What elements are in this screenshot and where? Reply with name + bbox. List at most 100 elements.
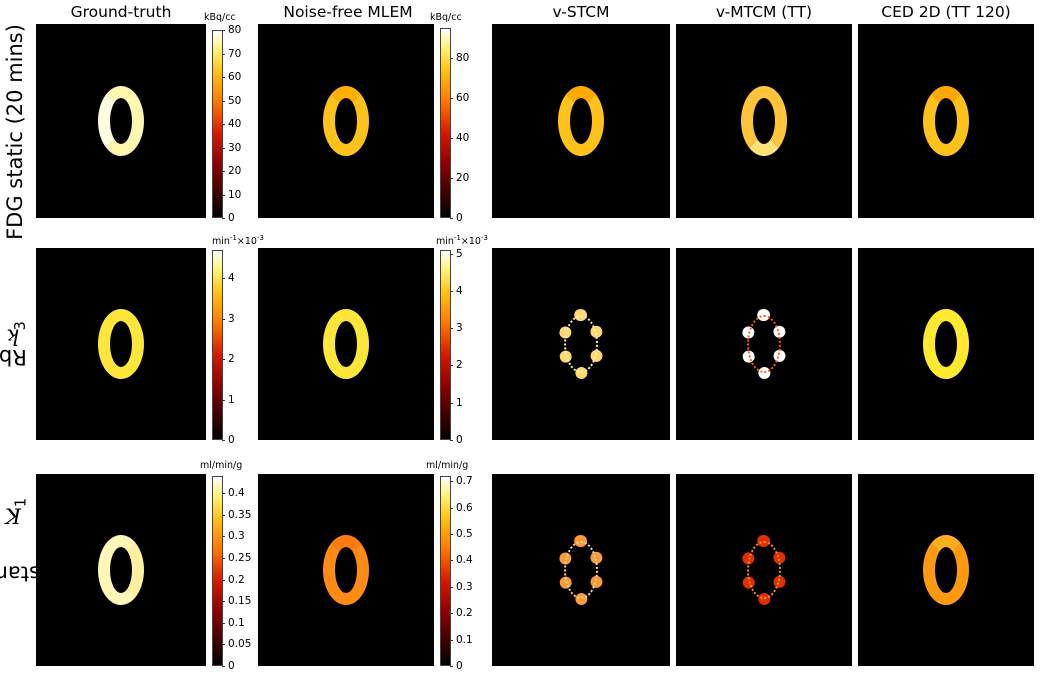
colorbar-tick-label: 20 (449, 172, 470, 184)
colorbar-tick-label: 60 (449, 92, 470, 104)
column-title-noise-free-mlem: Noise-free MLEM (283, 3, 413, 21)
myocardium-ring (558, 309, 604, 379)
myocardium-ring (741, 86, 787, 156)
image-rb-v-mtcm (676, 248, 852, 440)
image-sestamibi-v-stcm (492, 474, 670, 666)
image-rb-v-stcm (492, 248, 670, 440)
myocardium-ring (323, 535, 369, 605)
colorbar-tick-label: 10 (221, 188, 242, 201)
row-label-sestamibi-k1: sestamibi K1 (0, 450, 64, 672)
column-title-v-stcm: v-STCM (552, 3, 610, 21)
column-title-ground-truth: Ground-truth (70, 3, 172, 21)
colorbar-tick-label: 0.3 (450, 580, 473, 593)
image-fdg-ced-2d (858, 24, 1034, 218)
colorbar-tick-label: 80 (221, 24, 242, 36)
colorbar-exponent-rb-mlem: ×10 (460, 236, 481, 248)
colorbar-tick-label: 1 (222, 393, 235, 406)
colorbar-rb-mlem (440, 250, 451, 440)
colorbar-tick-label: 0.4 (450, 554, 473, 567)
colorbar-unit-rb-gt: min-1×10-3 (212, 234, 264, 247)
image-fdg-v-mtcm (676, 24, 852, 218)
colorbar-exponent-rb-mlem-sup: -3 (480, 234, 488, 242)
image-rb-ced-2d (858, 248, 1034, 440)
colorbar-tick-label: 0 (450, 434, 463, 446)
row-label-rb-symbol: k (6, 324, 20, 349)
myocardium-ring (741, 535, 787, 605)
colorbar-tick-label: 30 (221, 141, 242, 154)
colorbar-tick-label: 80 (449, 52, 470, 64)
image-sestamibi-noise-free-mlem (258, 474, 434, 666)
colorbar-tick-label: 0.3 (222, 530, 245, 543)
colorbar-tick-label: 0 (222, 434, 235, 446)
colorbar-unit-sestamibi-gt: ml/min/g (200, 460, 243, 471)
colorbar-unit-sestamibi-mlem: ml/min/g (426, 460, 469, 471)
image-sestamibi-v-mtcm (676, 474, 852, 666)
colorbar-unit-rb-mlem: min-1×10-3 (436, 234, 488, 247)
colorbar-tick-label: 0.6 (450, 501, 473, 514)
colorbar-tick-label: 2 (450, 359, 463, 372)
colorbar-rb-gt (212, 250, 223, 440)
colorbar-unit-rb-mlem-sup: -1 (453, 234, 461, 242)
colorbar-tick-label: 0.4 (222, 487, 245, 500)
myocardium-ring (923, 86, 969, 156)
colorbar-tick-label: 0.2 (450, 607, 473, 620)
colorbar-tick-label: 5 (450, 247, 463, 260)
myocardium-ring (923, 535, 969, 605)
colorbar-tick-label: 4 (450, 284, 463, 297)
colorbar-fdg-mlem (440, 28, 451, 218)
image-fdg-v-stcm (492, 24, 670, 218)
colorbar-tick-label: 0.25 (221, 552, 252, 565)
myocardium-ring (741, 309, 787, 379)
colorbar-tick-label: 2 (222, 353, 235, 366)
colorbar-tick-label: 70 (221, 47, 242, 60)
colorbar-tick-label: 0 (450, 212, 463, 224)
image-sestamibi-ground-truth (36, 474, 206, 666)
colorbar-tick-label: 20 (221, 165, 242, 177)
colorbar-tick-label: 3 (450, 322, 463, 335)
colorbar-tick-label: 0.2 (222, 573, 245, 586)
myocardium-ring (98, 309, 144, 379)
colorbar-tick-label: 40 (449, 132, 470, 144)
colorbar-unit-rb-mlem-base: min (436, 236, 454, 248)
image-rb-ground-truth (36, 248, 206, 440)
row-label-sestamibi-symbol: K (5, 502, 21, 527)
colorbar-tick-label: 0 (222, 212, 235, 224)
image-fdg-noise-free-mlem (258, 24, 434, 218)
colorbar-tick-label: 0 (222, 660, 235, 672)
colorbar-unit-rb-gt-base: min (212, 236, 230, 248)
colorbar-unit-fdg-gt: kBq/cc (204, 12, 236, 23)
colorbar-unit-rb-gt-sup: -1 (229, 234, 237, 242)
colorbar-exponent-rb-gt-sup: -3 (256, 234, 264, 242)
colorbar-tick-label: 0.5 (450, 528, 473, 541)
row-label-fdg-text: FDG static (20 mins) (3, 24, 28, 240)
colorbar-sestamibi-mlem (440, 476, 451, 666)
myocardium-ring (558, 86, 604, 156)
colorbar-unit-fdg-mlem: kBq/cc (430, 12, 462, 23)
colorbar-tick-label: 0.7 (450, 475, 473, 488)
row-label-fdg-static: FDG static (20 mins) (0, 22, 31, 242)
colorbar-exponent-rb-gt: ×10 (236, 236, 257, 248)
colorbar-tick-label: 0 (450, 660, 463, 672)
row-label-rb-k3: Rb k3 (0, 248, 31, 444)
image-sestamibi-ced-2d (858, 474, 1034, 666)
colorbar-tick-label: 0.05 (221, 638, 252, 651)
myocardium-ring (323, 309, 369, 379)
myocardium-ring (98, 535, 144, 605)
column-title-v-mtcm: v-MTCM (TT) (715, 3, 813, 21)
myocardium-ring (923, 309, 969, 379)
colorbar-sestamibi-gt (212, 476, 223, 666)
colorbar-tick-label: 50 (221, 94, 242, 107)
colorbar-tick-label: 0.1 (222, 616, 245, 629)
image-fdg-ground-truth (36, 24, 206, 218)
colorbar-tick-label: 0.35 (221, 508, 252, 521)
colorbar-tick-label: 40 (221, 118, 242, 130)
colorbar-tick-label: 1 (450, 396, 463, 409)
myocardium-ring (98, 86, 144, 156)
myocardium-ring (558, 535, 604, 605)
colorbar-tick-label: 60 (221, 71, 242, 83)
myocardium-ring (323, 86, 369, 156)
colorbar-tick-label: 0.1 (450, 633, 473, 646)
colorbar-tick-label: 3 (222, 312, 235, 325)
colorbar-tick-label: 0.15 (221, 595, 252, 608)
column-title-ced-2d: CED 2D (TT 120) (881, 3, 1011, 21)
